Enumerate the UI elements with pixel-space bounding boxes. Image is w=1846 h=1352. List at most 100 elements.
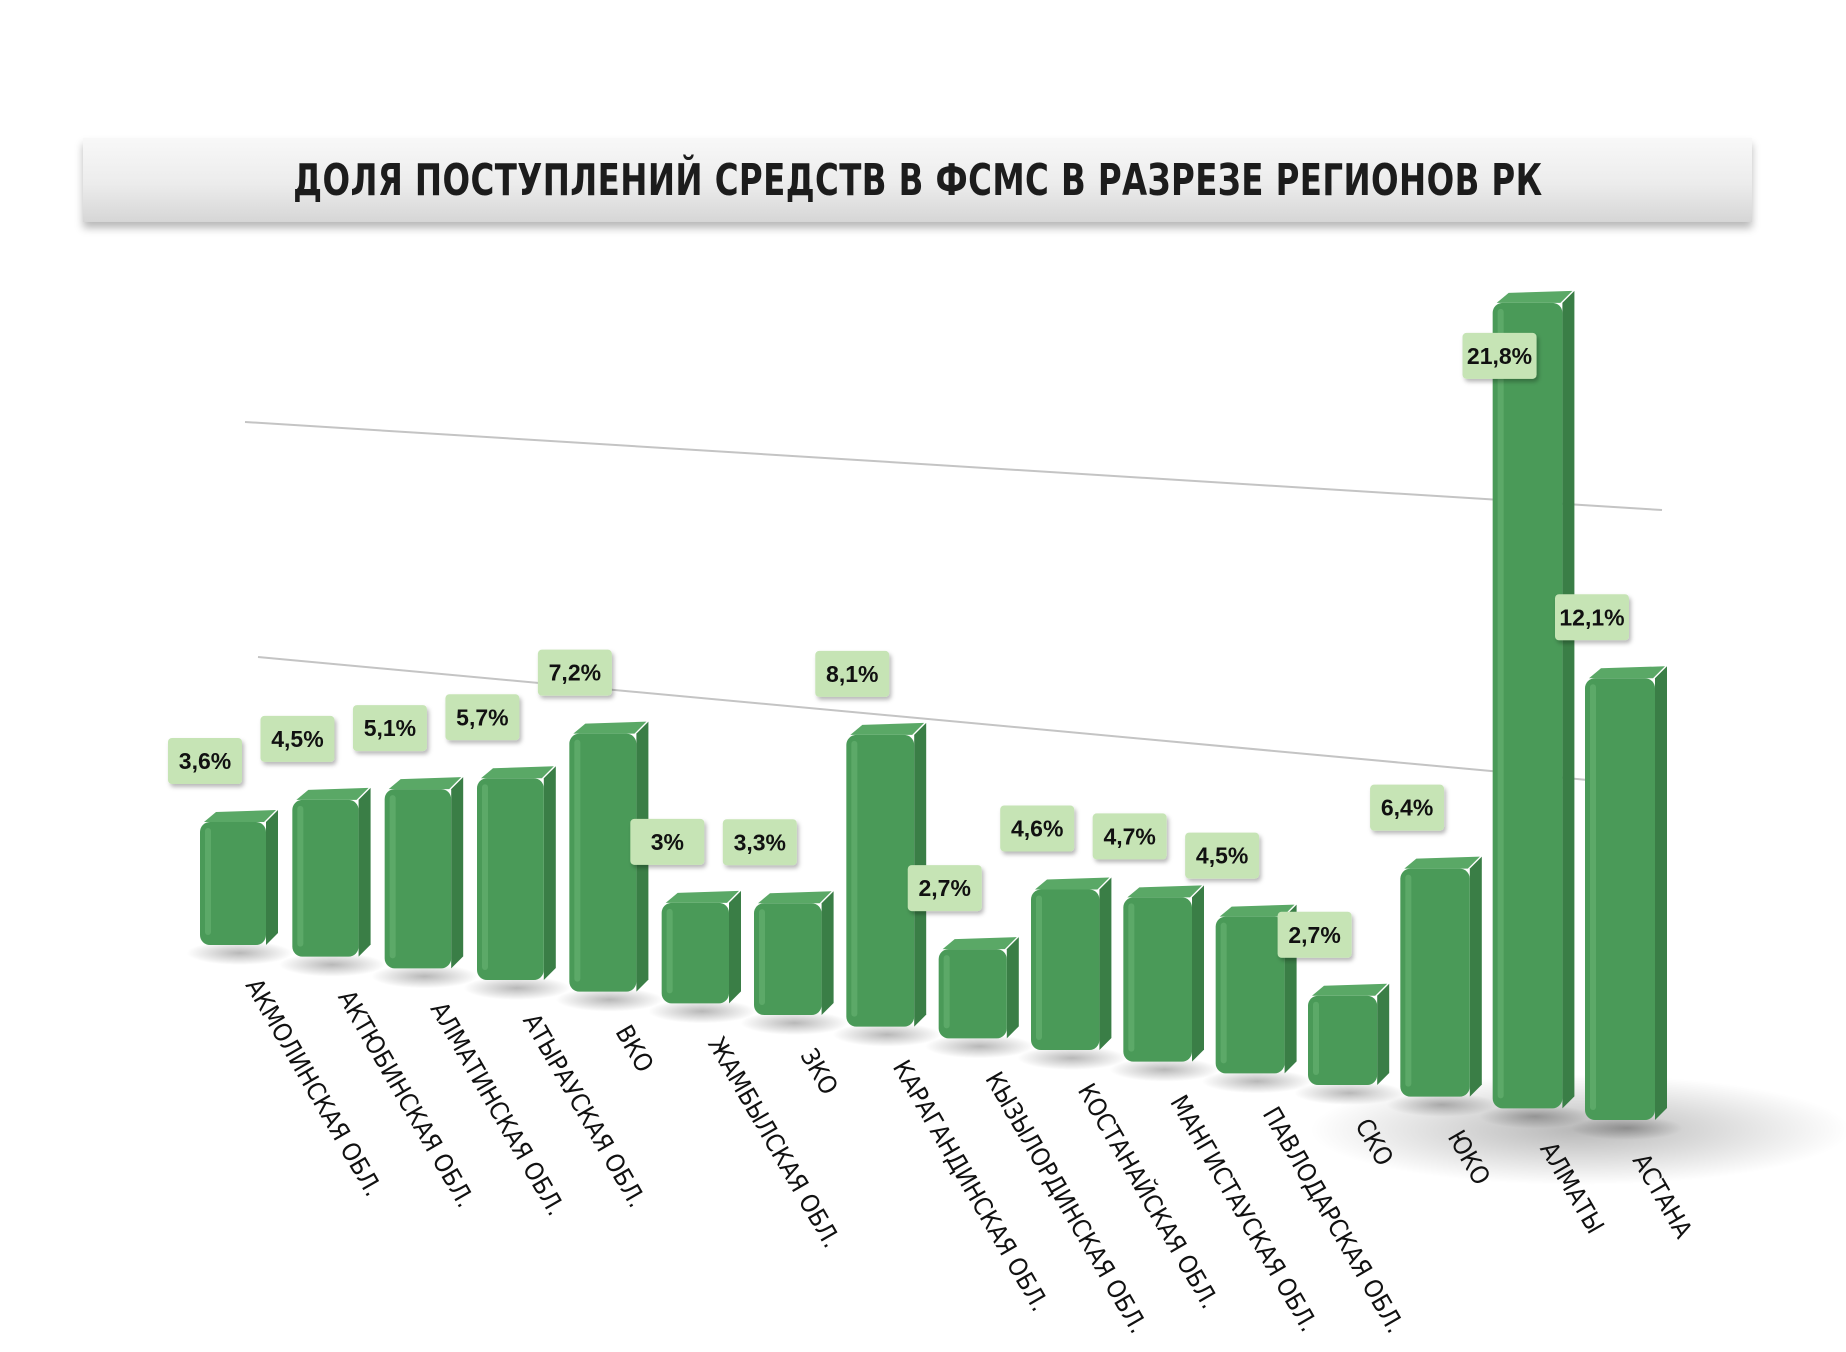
- bar: [1123, 897, 1192, 1062]
- bar-side: [729, 890, 741, 1004]
- bar-shadow: [648, 999, 756, 1024]
- data-label: 3%: [651, 829, 684, 855]
- bar: [1585, 678, 1655, 1120]
- gridline: [257, 656, 1643, 786]
- bar: [1215, 916, 1285, 1074]
- bar-highlight: [1405, 874, 1412, 1087]
- bar-highlight: [1128, 903, 1135, 1052]
- data-label-box: [815, 650, 890, 697]
- data-label: 6,4%: [1381, 795, 1433, 821]
- bar: [1308, 995, 1378, 1085]
- bar-highlight: [666, 908, 673, 994]
- data-label-box: [352, 705, 427, 752]
- data-label-box: [722, 819, 797, 866]
- bar-side: [1192, 885, 1204, 1062]
- data-label-box: [445, 694, 520, 741]
- bar-top: [388, 777, 462, 790]
- bar-top: [1589, 666, 1665, 679]
- bar-top: [942, 937, 1017, 950]
- bar-top: [758, 891, 832, 904]
- data-label-box: [1000, 805, 1075, 852]
- bar-highlight: [851, 740, 858, 1017]
- bar-shadow: [1478, 1104, 1591, 1129]
- bar-top: [1219, 904, 1295, 917]
- bar-top: [1404, 856, 1480, 869]
- bar-side: [1469, 856, 1482, 1097]
- bar: [661, 902, 729, 1004]
- bar-shadow: [1109, 1057, 1220, 1082]
- bar-top: [850, 722, 925, 735]
- bar: [938, 949, 1007, 1039]
- data-label: 3,3%: [734, 829, 786, 855]
- bar-highlight: [205, 828, 211, 935]
- data-label: 21,8%: [1467, 343, 1532, 369]
- bar-shadow: [371, 964, 478, 989]
- category-label: ЗКО: [795, 1044, 844, 1100]
- category-label: КЫЗЫЛОРДИНСКАЯ ОБЛ.: [980, 1067, 1153, 1338]
- data-label: 12,1%: [1559, 604, 1624, 630]
- data-label-box: [260, 715, 335, 762]
- bar-side: [543, 766, 556, 980]
- data-labels: 3,6% 4,5% 5,1% 5,7% 7,2% 3% 3,3% 8,1% 2,7% 4,6% 4,…: [168, 332, 1629, 958]
- data-label: 4,7%: [1103, 823, 1155, 849]
- category-label: МАНГИСТАУСКАЯ ОБЛ.: [1164, 1090, 1323, 1336]
- chart-title: ДОЛЯ ПОСТУПЛЕНИЙ СРЕДСТВ В ФСМС В РАЗРЕЗ…: [292, 154, 1543, 206]
- bar-side: [451, 777, 464, 969]
- bar: [1031, 889, 1100, 1050]
- gridline: [244, 421, 1663, 511]
- data-label: 2,7%: [1288, 922, 1340, 948]
- bar-highlight: [943, 955, 950, 1029]
- bar-highlight: [1590, 684, 1596, 1110]
- bar-shadow: [555, 987, 664, 1012]
- bar-top: [573, 721, 647, 734]
- data-label-box: [168, 738, 242, 784]
- bar-highlight: [389, 795, 396, 959]
- bar: [569, 733, 637, 992]
- category-label: КАРАГАНДИНСКАЯ ОБЛ.: [887, 1055, 1054, 1316]
- bar-highlight: [574, 739, 581, 982]
- bar: [292, 799, 359, 957]
- data-label: 5,1%: [364, 715, 416, 741]
- bar-side: [1562, 290, 1575, 1109]
- data-label-box: [1185, 832, 1260, 879]
- bar-top: [665, 890, 739, 903]
- bar-shadows: [186, 941, 1846, 1185]
- data-label-box: [1462, 332, 1537, 379]
- bar-top: [204, 810, 276, 822]
- data-label: 3,6%: [179, 748, 231, 774]
- bar-shadow: [1386, 1092, 1498, 1117]
- bar-shadow: [1017, 1046, 1127, 1070]
- bar-shadow: [1294, 1081, 1405, 1105]
- data-label: 8,1%: [826, 661, 878, 687]
- bar-side: [1377, 983, 1390, 1085]
- data-label: 4,5%: [271, 726, 323, 752]
- bar: [846, 734, 915, 1027]
- bar-shadow: [1571, 1116, 1683, 1140]
- gridlines: [244, 421, 1663, 786]
- bar-side: [358, 787, 371, 957]
- bars: [200, 290, 1667, 1120]
- data-label: 2,7%: [919, 875, 971, 901]
- category-label: ВКО: [610, 1020, 660, 1077]
- bar-side: [1099, 877, 1112, 1050]
- bar-top: [481, 766, 554, 779]
- bar: [1400, 868, 1470, 1097]
- bar-side: [1655, 666, 1667, 1120]
- bar: [384, 789, 452, 969]
- bar: [754, 903, 822, 1015]
- bar-shadow: [279, 952, 386, 977]
- chart-title-bar: ДОЛЯ ПОСТУПЛЕНИЙ СРЕДСТВ В ФСМС В РАЗРЕЗ…: [83, 138, 1752, 222]
- bar-side: [821, 891, 834, 1015]
- bar-shadow: [463, 976, 571, 1000]
- bar-highlight: [297, 805, 304, 947]
- data-label-box: [630, 818, 705, 865]
- bar-highlight: [759, 909, 765, 1005]
- bar-side: [1006, 937, 1019, 1039]
- bar-highlight: [1036, 895, 1042, 1040]
- bar-highlight: [1220, 922, 1227, 1064]
- bar-top: [1035, 877, 1110, 890]
- data-label-box: [537, 649, 612, 696]
- bar: [477, 778, 544, 980]
- data-label: 4,5%: [1196, 843, 1248, 869]
